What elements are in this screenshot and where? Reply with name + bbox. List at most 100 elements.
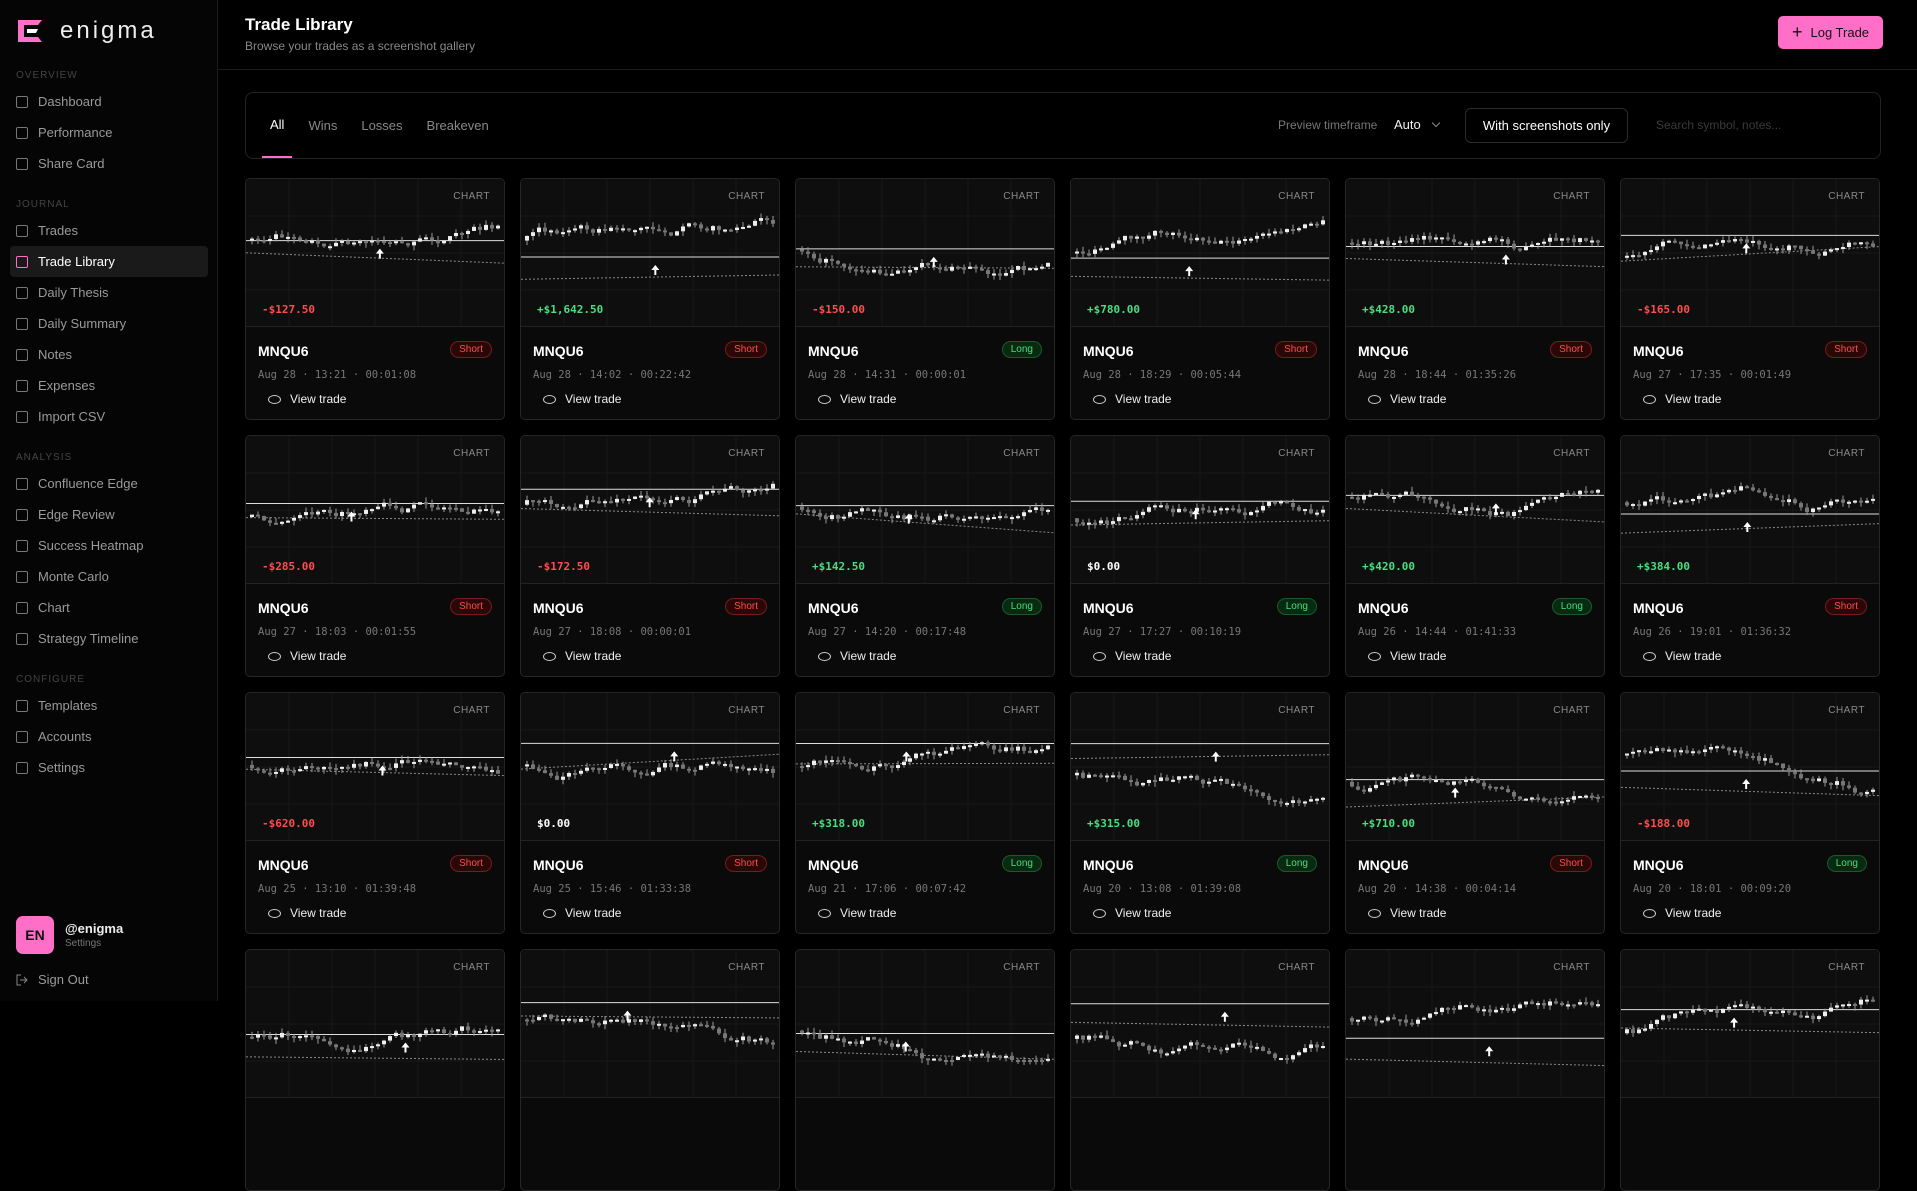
trade-card[interactable]: CHART xyxy=(1345,949,1605,1191)
view-trade[interactable]: View trade xyxy=(1643,392,1721,406)
nav-item[interactable]: Trade Library xyxy=(10,246,208,277)
screenshots-toggle[interactable]: With screenshots only xyxy=(1465,108,1628,143)
candle xyxy=(992,745,996,750)
view-trade[interactable]: View trade xyxy=(1368,906,1446,920)
trade-card[interactable]: CHART +$428.00 MNQU6 Short Aug 28 · 18:44 · … xyxy=(1345,178,1605,420)
candle xyxy=(884,1041,888,1044)
view-trade[interactable]: View trade xyxy=(1643,906,1721,920)
candle xyxy=(1297,506,1301,511)
trade-card[interactable]: CHART -$285.00 MNQU6 Short Aug 27 · 18:03 · … xyxy=(245,435,505,677)
trade-card[interactable]: CHART xyxy=(795,949,1055,1191)
trade-card[interactable]: CHART xyxy=(520,949,780,1191)
nav-item[interactable]: Daily Summary xyxy=(10,308,208,339)
candle xyxy=(400,760,404,764)
nav-item[interactable]: Dashboard xyxy=(10,86,208,117)
filter-tab[interactable]: Losses xyxy=(361,118,403,133)
nav-item[interactable]: Confluence Edge xyxy=(10,468,208,499)
trade-card[interactable]: CHART +$710.00 MNQU6 Short Aug 20 · 14:38 · … xyxy=(1345,692,1605,934)
nav-item[interactable]: Accounts xyxy=(10,721,208,752)
view-trade[interactable]: View trade xyxy=(818,649,896,663)
candle xyxy=(735,1040,739,1043)
view-trade-label: View trade xyxy=(290,392,347,406)
nav-item[interactable]: Strategy Timeline xyxy=(10,623,208,654)
view-trade[interactable]: View trade xyxy=(1093,906,1171,920)
trade-card[interactable]: CHART +$142.50 MNQU6 Long Aug 27 · 14:20 · 0… xyxy=(795,435,1055,677)
nav-item[interactable]: Settings xyxy=(10,752,208,783)
view-trade[interactable]: View trade xyxy=(818,906,896,920)
view-trade[interactable]: View trade xyxy=(268,392,346,406)
nav-item[interactable]: Share Card xyxy=(10,148,208,179)
trade-card[interactable]: CHART +$384.00 MNQU6 Short Aug 26 · 19:01 · … xyxy=(1620,435,1880,677)
trade-card[interactable]: CHART -$172.50 MNQU6 Short Aug 27 · 18:08 · … xyxy=(520,435,780,677)
view-trade[interactable]: View trade xyxy=(543,392,621,406)
trade-card[interactable]: CHART -$127.50 MNQU6 Short Aug 28 · 13:21 · … xyxy=(245,178,505,420)
candle xyxy=(298,515,302,518)
view-trade[interactable]: View trade xyxy=(818,392,896,406)
candle xyxy=(920,1053,924,1059)
trade-card[interactable]: CHART +$780.00 MNQU6 Short Aug 28 · 18:29 · … xyxy=(1070,178,1330,420)
candle xyxy=(693,499,697,504)
candle xyxy=(609,764,613,768)
nav-item[interactable]: Chart xyxy=(10,592,208,623)
trade-card[interactable]: CHART +$420.00 MNQU6 Long Aug 26 · 14:44 · 0… xyxy=(1345,435,1605,677)
nav-item[interactable]: Edge Review xyxy=(10,499,208,530)
view-trade[interactable]: View trade xyxy=(268,906,346,920)
nav-item[interactable]: Notes xyxy=(10,339,208,370)
candle xyxy=(1667,1015,1671,1019)
candle xyxy=(358,241,362,244)
view-trade[interactable]: View trade xyxy=(1643,649,1721,663)
candle xyxy=(1440,503,1444,507)
candle xyxy=(1596,240,1600,243)
search-input[interactable]: Search symbol, notes... xyxy=(1656,118,1782,132)
candle xyxy=(585,1018,589,1021)
trade-card[interactable]: CHART -$620.00 MNQU6 Short Aug 25 · 13:10 · … xyxy=(245,692,505,934)
trade-card[interactable]: CHART -$188.00 MNQU6 Long Aug 20 · 18:01 · 0… xyxy=(1620,692,1880,934)
filter-tab[interactable]: All xyxy=(262,93,293,158)
view-trade[interactable]: View trade xyxy=(1368,649,1446,663)
candle xyxy=(1309,223,1313,226)
user[interactable]: EN @enigma Settings xyxy=(16,916,123,954)
trade-card[interactable]: CHART $0.00 MNQU6 Long Aug 27 · 17:27 · 00:1… xyxy=(1070,435,1330,677)
candle xyxy=(1775,762,1779,765)
candle xyxy=(1261,505,1265,511)
view-trade[interactable]: View trade xyxy=(1368,392,1446,406)
view-trade[interactable]: View trade xyxy=(543,649,621,663)
trade-card[interactable]: CHART xyxy=(1070,949,1330,1191)
candle xyxy=(262,240,266,243)
preview-select[interactable]: Auto xyxy=(1394,117,1439,132)
candle xyxy=(1153,230,1157,236)
trade-card[interactable]: CHART -$165.00 MNQU6 Short Aug 27 · 17:35 · … xyxy=(1620,178,1880,420)
nav-item[interactable]: Performance xyxy=(10,117,208,148)
trade-card[interactable]: CHART +$315.00 MNQU6 Long Aug 20 · 13:08 · 0… xyxy=(1070,692,1330,934)
nav-item[interactable]: Daily Thesis xyxy=(10,277,208,308)
candle xyxy=(723,763,727,766)
nav-item[interactable]: Import CSV xyxy=(10,401,208,432)
trade-card[interactable]: CHART $0.00 MNQU6 Short Aug 25 · 15:46 · 01:… xyxy=(520,692,780,934)
sign-out[interactable]: Sign Out xyxy=(16,972,89,987)
trade-card[interactable]: CHART xyxy=(1620,949,1880,1191)
trade-card[interactable]: CHART xyxy=(245,949,505,1191)
filter-tab[interactable]: Wins xyxy=(308,118,338,133)
view-trade[interactable]: View trade xyxy=(1093,649,1171,663)
trade-card[interactable]: CHART -$150.00 MNQU6 Long Aug 28 · 14:31 · 0… xyxy=(795,178,1055,420)
nav-item[interactable]: Trades xyxy=(10,215,208,246)
nav-item[interactable]: Templates xyxy=(10,690,208,721)
view-trade[interactable]: View trade xyxy=(268,649,346,663)
view-trade[interactable]: View trade xyxy=(543,906,621,920)
candle xyxy=(466,511,470,514)
pnl-label: +$384.00 xyxy=(1637,560,1690,573)
nav-label: Expenses xyxy=(38,378,96,393)
nav-item[interactable]: Success Heatmap xyxy=(10,530,208,561)
log-trade-button[interactable]: + Log Trade xyxy=(1778,16,1883,49)
filter-tab[interactable]: Breakeven xyxy=(426,118,489,133)
nav-item[interactable]: Expenses xyxy=(10,370,208,401)
candle xyxy=(1117,1042,1121,1047)
view-trade[interactable]: View trade xyxy=(1093,392,1171,406)
chart-badge: CHART xyxy=(1828,705,1865,716)
trade-card[interactable]: CHART +$1,642.50 MNQU6 Short Aug 28 · 14:02 … xyxy=(520,178,780,420)
candle xyxy=(436,507,440,510)
entry-arrow xyxy=(1501,254,1510,265)
candle xyxy=(286,768,290,771)
trade-card[interactable]: CHART +$318.00 MNQU6 Long Aug 21 · 17:06 · 0… xyxy=(795,692,1055,934)
nav-item[interactable]: Monte Carlo xyxy=(10,561,208,592)
